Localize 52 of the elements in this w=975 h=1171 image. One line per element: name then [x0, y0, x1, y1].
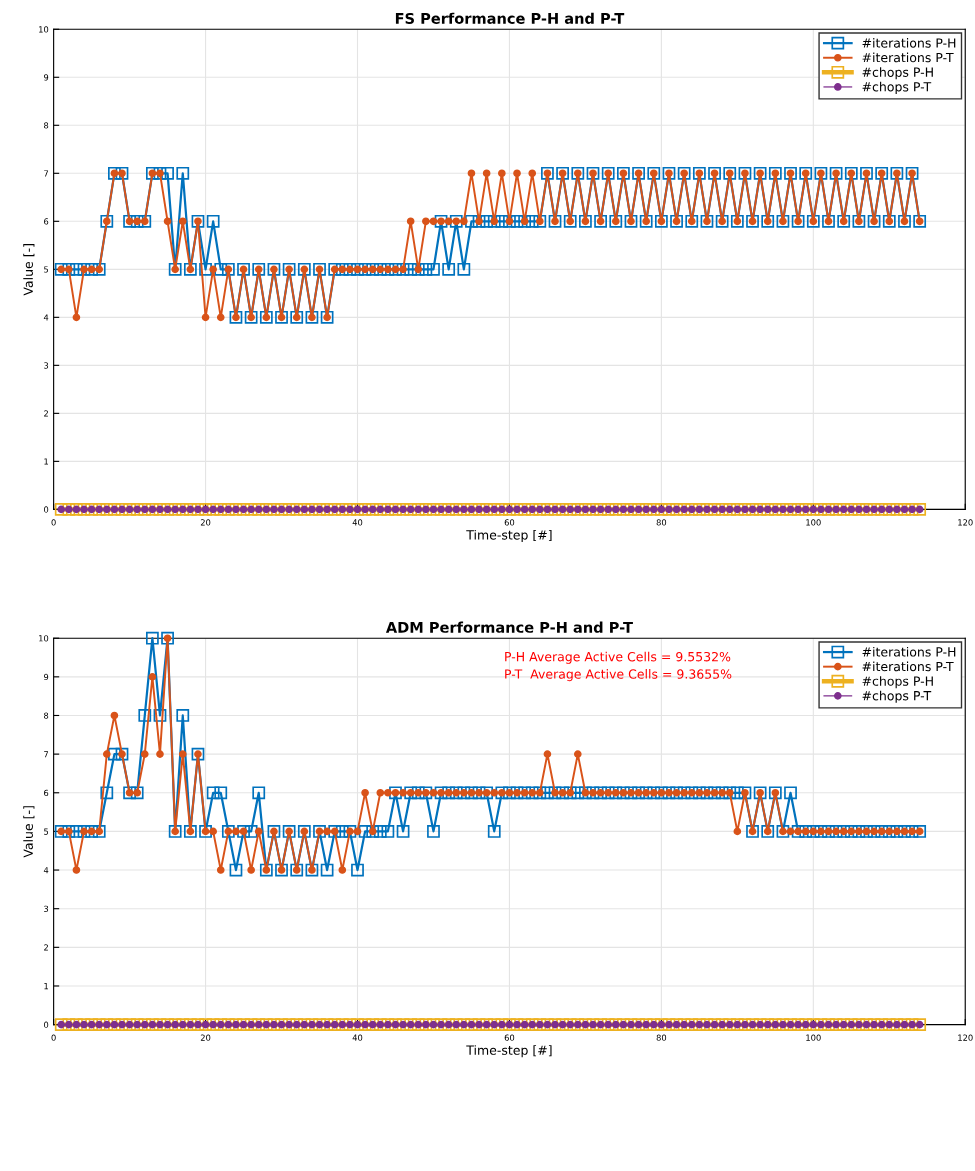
- x-tick-label: 60: [504, 519, 515, 526]
- y-axis-title: Value [-]: [23, 806, 35, 858]
- x-tick-label: 0: [51, 519, 56, 526]
- y-tick-label: 8: [44, 712, 49, 719]
- legend-label: #iterations P-T: [862, 52, 954, 63]
- x-tick-label: 20: [200, 1034, 211, 1041]
- y-tick-label: 10: [39, 635, 49, 642]
- x-tick-label: 80: [656, 519, 667, 526]
- x-tick-label: 120: [958, 1034, 973, 1041]
- x-tick-label: 0: [51, 1034, 56, 1041]
- legend-label: #iterations P-H: [862, 646, 956, 657]
- x-axis-title: Time-step [#]: [466, 529, 552, 543]
- x-tick-label: 120: [958, 519, 973, 526]
- y-tick-label: 6: [44, 789, 49, 797]
- y-tick-label: 9: [43, 673, 49, 681]
- x-tick-label: 100: [806, 519, 821, 526]
- y-tick-label: 3: [44, 905, 49, 912]
- x-tick-label: 40: [352, 519, 363, 526]
- y-tick-label: 5: [44, 266, 49, 273]
- legend-label: #iterations P-H: [862, 38, 956, 48]
- legend-label: #chops P-T: [862, 690, 932, 703]
- y-tick-label: 0: [44, 506, 49, 513]
- y-tick-label: 1: [44, 458, 48, 465]
- chart-title: FS Performance P-H and P-T: [395, 12, 625, 24]
- y-tick-label: 7: [44, 751, 49, 758]
- y-tick-label: 7: [44, 170, 49, 177]
- chart-title: ADM Performance P-H and P-T: [385, 621, 633, 633]
- y-tick-label: 5: [44, 828, 49, 835]
- x-axis-title: Time-step [#]: [466, 1045, 552, 1058]
- y-tick-label: 2: [44, 944, 48, 951]
- annotation: P-H Average Active Cells = 9.5532%: [505, 651, 731, 664]
- x-tick-label: 20: [200, 519, 211, 526]
- y-tick-label: 1: [44, 983, 48, 990]
- y-tick-label: 9: [43, 74, 49, 81]
- legend-label: #chops P-H: [862, 676, 933, 689]
- y-tick-label: 6: [44, 218, 49, 225]
- x-tick-label: 60: [504, 1034, 515, 1041]
- legend-label: #chops P-H: [862, 67, 933, 80]
- y-tick-label: 4: [43, 314, 49, 321]
- annotation: P-T Average Active Cells = 9.3655%: [505, 669, 732, 682]
- y-tick-label: 2: [44, 410, 48, 417]
- y-tick-label: 0: [44, 1021, 49, 1028]
- y-tick-label: 10: [39, 26, 49, 33]
- y-tick-label: 8: [44, 122, 49, 129]
- y-axis-title: Value [-]: [23, 244, 35, 296]
- x-tick-label: 40: [352, 1034, 363, 1041]
- legend-label: #iterations P-T: [862, 661, 954, 672]
- legend-label: #chops P-T: [862, 81, 932, 94]
- x-tick-label: 100: [806, 1034, 821, 1041]
- y-tick-label: 3: [44, 362, 49, 369]
- y-tick-label: 4: [43, 867, 49, 874]
- x-tick-label: 80: [656, 1034, 667, 1041]
